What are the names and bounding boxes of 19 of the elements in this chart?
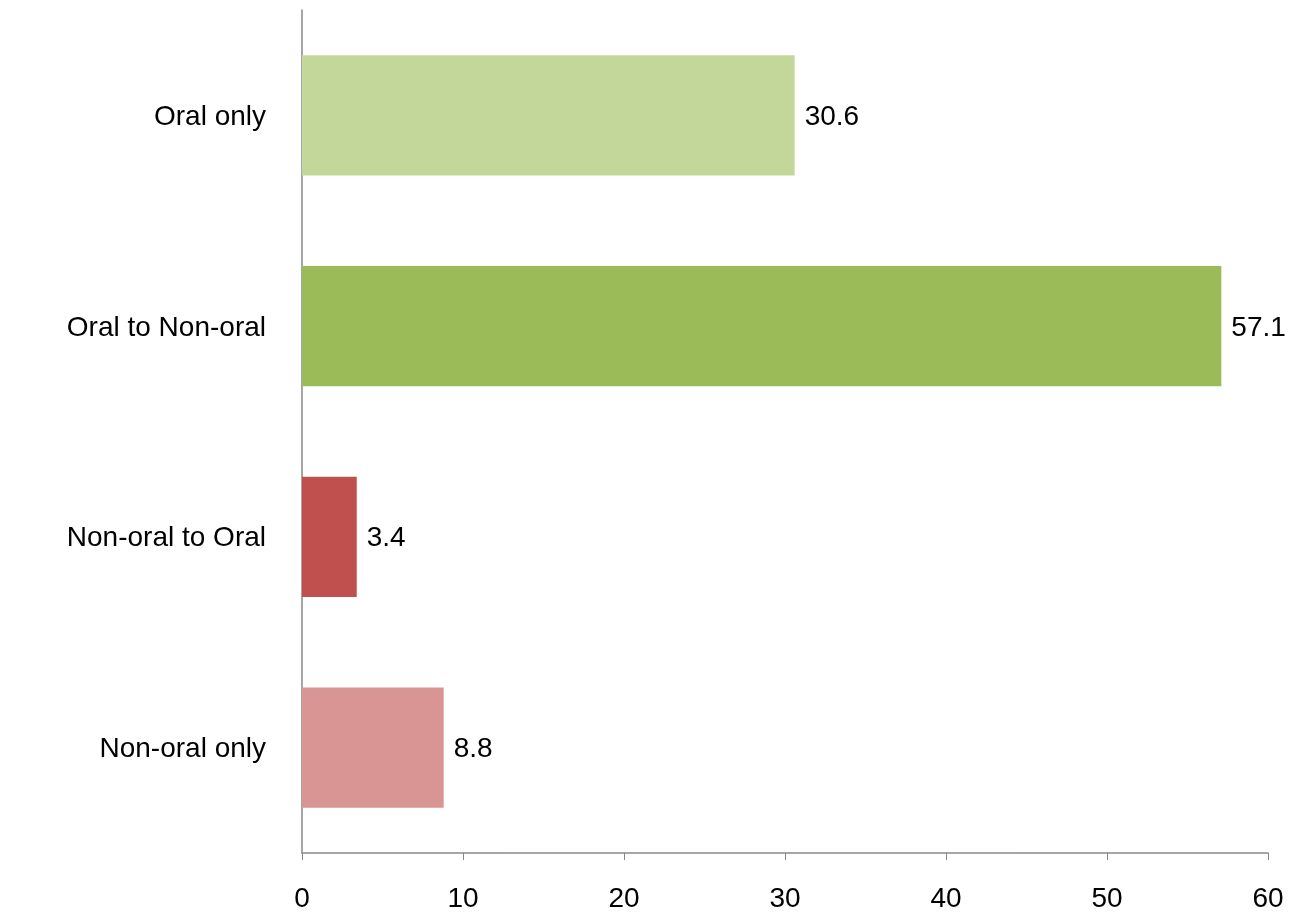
data-label: 3.4	[366, 521, 406, 553]
y-tick-label: Oral to Non-oral	[66, 310, 266, 342]
data-label: 8.8	[453, 732, 493, 764]
x-tick-label: 0	[294, 881, 310, 913]
data-label: 57.1	[1231, 310, 1286, 342]
bar	[302, 55, 795, 176]
x-tick-label: 20	[608, 881, 640, 913]
x-tick-label: 10	[447, 881, 479, 913]
x-tick-label: 50	[1091, 881, 1123, 913]
bar	[302, 687, 444, 808]
bar	[302, 476, 357, 597]
y-tick-label: Non-oral only	[99, 732, 266, 764]
y-tick-label: Non-oral to Oral	[66, 521, 266, 553]
x-tick-label: 40	[930, 881, 962, 913]
bar	[302, 266, 1222, 387]
data-label: 30.6	[804, 99, 860, 131]
y-tick-label: Oral only	[153, 99, 266, 131]
x-tick-label: 30	[769, 881, 801, 913]
x-tick-label: 60	[1252, 881, 1284, 913]
